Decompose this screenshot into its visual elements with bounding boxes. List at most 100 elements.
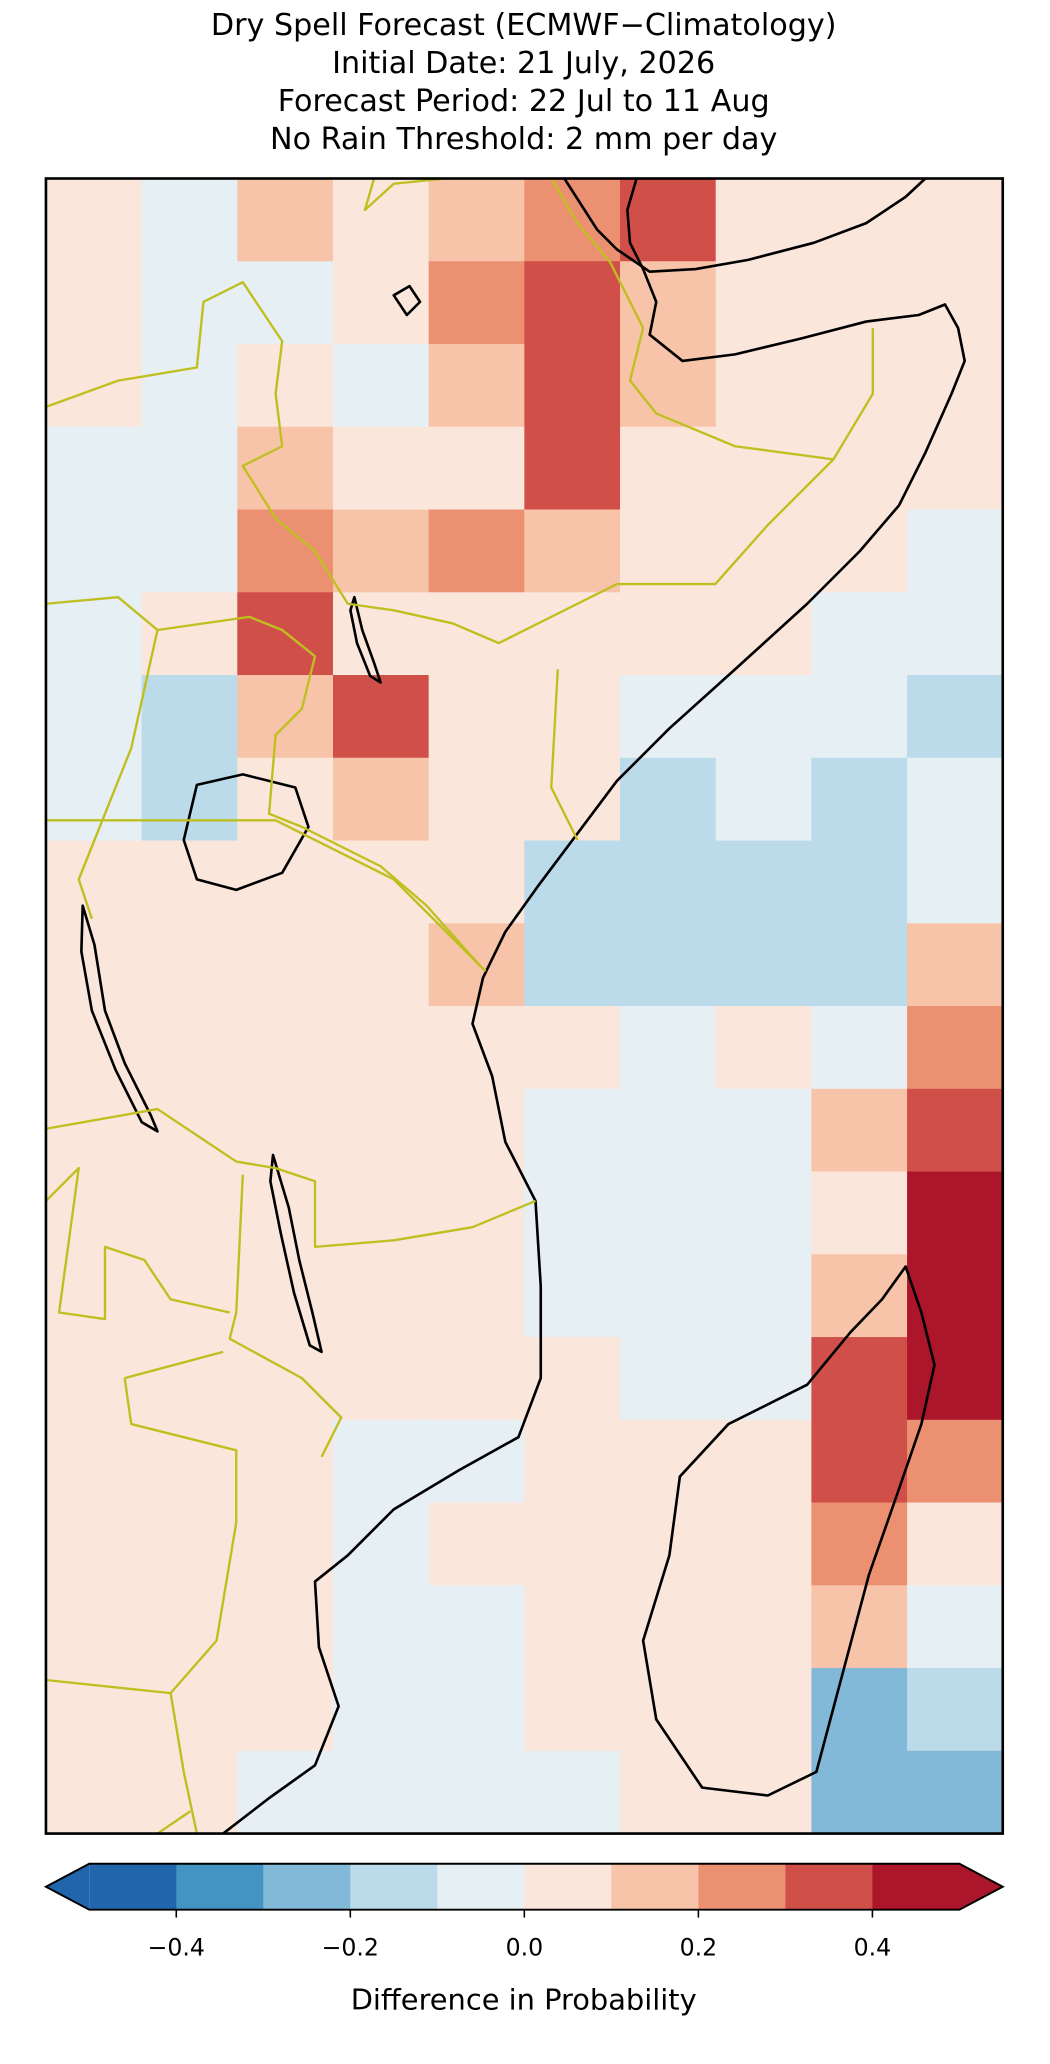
cell	[332, 675, 430, 759]
title-line: Dry Spell Forecast (ECMWF−Climatology)	[211, 8, 837, 43]
colorbar-outline	[43, 1862, 1005, 1911]
cell	[428, 1585, 525, 1669]
cell	[620, 1254, 717, 1338]
cell	[620, 509, 717, 593]
cell	[45, 178, 143, 262]
cell	[45, 1750, 143, 1835]
cell	[620, 1006, 717, 1090]
cell	[428, 344, 525, 428]
border	[363, 177, 834, 461]
cell	[811, 1006, 908, 1090]
cell	[811, 675, 908, 759]
map-outlines	[45, 177, 966, 1835]
cell	[428, 178, 525, 262]
cell	[141, 675, 238, 759]
cell	[524, 1585, 621, 1669]
lake	[392, 284, 422, 317]
cell	[332, 1254, 430, 1338]
cell	[428, 840, 525, 924]
cell	[811, 592, 908, 676]
cell	[524, 675, 621, 759]
cell	[45, 1419, 143, 1504]
cell	[428, 1254, 525, 1338]
cell	[428, 426, 525, 511]
cell	[237, 840, 334, 924]
cell	[620, 178, 717, 262]
lake	[182, 773, 310, 892]
cell	[620, 426, 717, 511]
cell	[237, 757, 334, 842]
cell	[237, 1668, 334, 1752]
cell	[141, 1502, 238, 1586]
cell	[907, 923, 1004, 1007]
lake	[80, 904, 159, 1133]
cell	[715, 757, 813, 842]
cell	[715, 1585, 813, 1669]
lake	[269, 1153, 323, 1354]
cell	[45, 757, 143, 842]
title: Dry Spell Forecast (ECMWF−Climatology)In…	[211, 8, 837, 157]
cell	[715, 1337, 813, 1421]
colorbar-segment	[89, 1863, 177, 1910]
cell	[332, 261, 430, 345]
border	[45, 1166, 238, 1835]
cell	[811, 344, 908, 428]
cell	[141, 344, 238, 428]
cell	[141, 1337, 238, 1421]
cell	[524, 1006, 621, 1090]
cell	[524, 509, 621, 593]
cell	[907, 261, 1004, 345]
cell	[811, 1750, 908, 1835]
cell	[332, 344, 430, 428]
cell	[811, 840, 908, 924]
cell	[811, 1502, 908, 1586]
cell	[237, 178, 334, 262]
cell	[620, 1337, 717, 1421]
heatmap	[45, 178, 1004, 1835]
coastline	[563, 177, 927, 274]
cell	[332, 426, 430, 511]
cell	[141, 923, 238, 1007]
colorbar-segment	[785, 1863, 873, 1910]
cell	[620, 1502, 717, 1586]
cell	[620, 592, 717, 676]
cell	[332, 1088, 430, 1173]
cell	[237, 261, 334, 345]
cell	[715, 426, 813, 511]
colorbar: −0.4 −0.2 0.0 0.2 0.4	[43, 1862, 1005, 1962]
colorbar-extend	[45, 1863, 90, 1910]
cell	[332, 923, 430, 1007]
cell	[332, 1585, 430, 1669]
cell	[524, 840, 621, 924]
cell	[811, 757, 908, 842]
cell	[620, 757, 717, 842]
cell	[620, 840, 717, 924]
cell	[332, 1006, 430, 1090]
cell	[907, 1337, 1004, 1421]
cell	[907, 592, 1004, 676]
cell	[907, 840, 1004, 924]
map-frame	[44, 177, 1005, 1835]
madagascar-coast	[641, 1265, 936, 1797]
cell	[45, 509, 143, 593]
colorbar-label: Difference in Probability	[351, 1983, 697, 2017]
cell	[332, 1337, 430, 1421]
cell	[237, 675, 334, 759]
cell	[524, 923, 621, 1007]
cell	[620, 261, 717, 345]
cell	[620, 1750, 717, 1835]
colorbar-segment	[698, 1863, 786, 1910]
cell	[524, 1668, 621, 1752]
cell	[332, 757, 430, 842]
cell	[45, 1585, 143, 1669]
cell	[45, 261, 143, 345]
cell	[428, 1750, 525, 1835]
cell	[428, 923, 525, 1007]
cell	[524, 757, 621, 842]
cell	[237, 1088, 334, 1173]
cell	[428, 1502, 525, 1586]
cell	[141, 178, 238, 262]
cell	[811, 1419, 908, 1504]
cell	[332, 840, 430, 924]
cell	[237, 1502, 334, 1586]
